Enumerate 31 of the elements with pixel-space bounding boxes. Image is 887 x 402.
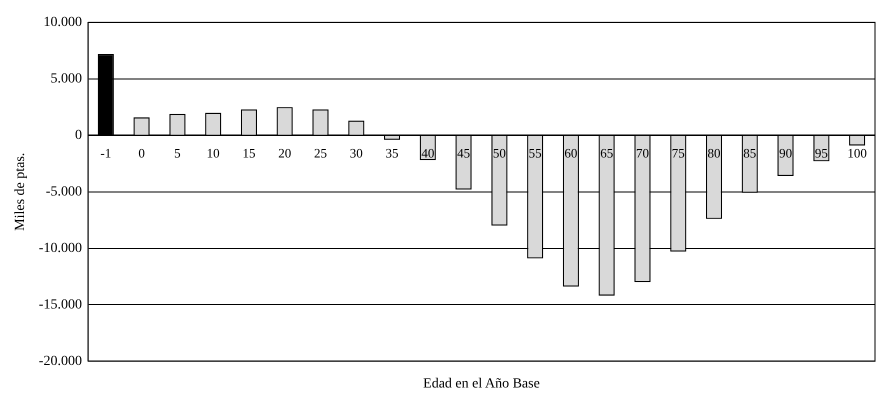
- y-tick-label: -15.000: [38, 297, 82, 312]
- y-tick-label: 0: [74, 128, 82, 144]
- x-tick-label: 15: [242, 146, 256, 161]
- x-tick-label: 25: [314, 146, 327, 161]
- y-tick-label: 5.000: [50, 72, 82, 87]
- x-tick-label: 20: [278, 146, 292, 161]
- x-tick-label: 40: [421, 146, 434, 161]
- x-tick-label: 90: [779, 146, 792, 161]
- y-tick-label: -5.000: [46, 184, 82, 200]
- y-tick-label: 10.000: [43, 15, 82, 30]
- x-tick-label: 80: [708, 146, 721, 161]
- x-tick-label: 10: [206, 146, 220, 161]
- x-tick-label: 0: [138, 146, 145, 161]
- x-tick-label: 75: [672, 146, 685, 161]
- x-tick-label: -1: [100, 146, 112, 161]
- x-tick-label: 60: [564, 146, 578, 161]
- x-tick-label: 70: [636, 146, 649, 161]
- x-tick-label: 50: [492, 146, 506, 161]
- x-tick-label: 55: [528, 146, 542, 161]
- x-tick-label: 35: [386, 146, 399, 161]
- y-axis-title: Miles de ptas.: [13, 152, 28, 231]
- x-tick-label: 65: [600, 146, 614, 161]
- x-tick-label: 45: [457, 146, 470, 161]
- y-tick-label: -20.000: [38, 354, 82, 369]
- x-tick-label: 30: [350, 146, 363, 161]
- x-axis-title: Edad en el Año Base: [423, 376, 540, 392]
- y-tick-label: -10.000: [38, 240, 82, 256]
- x-tick-label: 85: [743, 146, 756, 161]
- x-tick-label: 100: [847, 146, 867, 161]
- x-tick-label: 95: [814, 146, 828, 161]
- x-tick-label: 5: [174, 146, 181, 161]
